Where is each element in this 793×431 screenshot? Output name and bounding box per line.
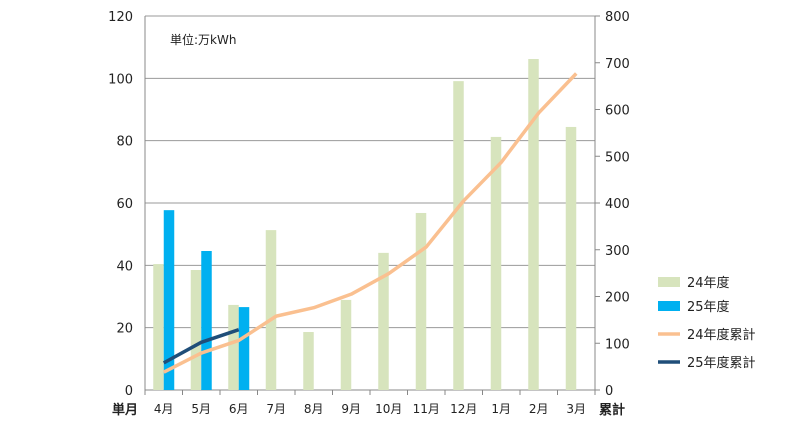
right-axis-label: 累計 <box>599 402 625 418</box>
x-tick-label: 7月 <box>266 402 286 416</box>
x-tick-label: 6月 <box>229 402 249 416</box>
x-tick-label: 11月 <box>413 402 440 416</box>
legend-label: 25年度累計 <box>687 355 756 371</box>
bar-24年度 <box>490 136 502 390</box>
right-tick-label: 700 <box>605 57 630 72</box>
legend-label: 24年度累計 <box>687 327 756 343</box>
bar-24年度 <box>265 230 277 390</box>
bar-24年度 <box>340 299 352 390</box>
unit-label: 単位:万kWh <box>170 32 236 47</box>
left-tick-label: 20 <box>116 322 133 337</box>
x-tick-label: 5月 <box>191 402 211 416</box>
line-24年度累計 <box>162 72 578 374</box>
left-axis-label: 単月 <box>112 402 138 418</box>
left-tick-label: 80 <box>116 135 133 150</box>
bar-24年度 <box>415 212 427 390</box>
bar-24年度 <box>303 332 314 390</box>
right-tick-label: 100 <box>605 337 630 352</box>
bar-25年度 <box>238 307 250 390</box>
bar-25年度 <box>201 250 212 390</box>
right-tick-label: 800 <box>605 10 630 25</box>
bar-24年度 <box>190 270 202 390</box>
legend-swatch <box>658 301 680 311</box>
left-tick-label: 40 <box>116 259 133 274</box>
left-tick-label: 100 <box>108 72 133 87</box>
x-tick-label: 10月 <box>375 402 402 416</box>
right-tick-label: 300 <box>605 244 630 259</box>
bar-24年度 <box>153 264 164 390</box>
right-tick-label: 600 <box>605 104 630 119</box>
right-tick-label: 0 <box>605 384 613 399</box>
bar-24年度 <box>453 81 464 390</box>
x-tick-label: 3月 <box>566 402 586 416</box>
x-tick-label: 2月 <box>529 402 549 416</box>
right-tick-label: 200 <box>605 291 630 306</box>
x-tick-label: 8月 <box>304 402 324 416</box>
left-tick-label: 120 <box>108 10 133 25</box>
legend-label: 25年度 <box>687 299 730 315</box>
bar-25年度 <box>163 210 175 390</box>
bar-24年度 <box>528 59 539 390</box>
right-tick-label: 500 <box>605 150 630 165</box>
bar-24年度 <box>228 304 239 390</box>
legend-label: 24年度 <box>687 275 730 291</box>
bar-24年度 <box>565 126 577 390</box>
left-tick-label: 60 <box>116 197 133 212</box>
x-tick-label: 12月 <box>450 402 477 416</box>
legend-swatch <box>658 277 680 287</box>
x-tick-label: 9月 <box>341 402 361 416</box>
x-tick-label: 1月 <box>491 402 511 416</box>
bar-24年度 <box>378 252 389 390</box>
left-tick-label: 0 <box>125 384 133 399</box>
x-tick-label: 4月 <box>154 402 174 416</box>
right-tick-label: 400 <box>605 197 630 212</box>
